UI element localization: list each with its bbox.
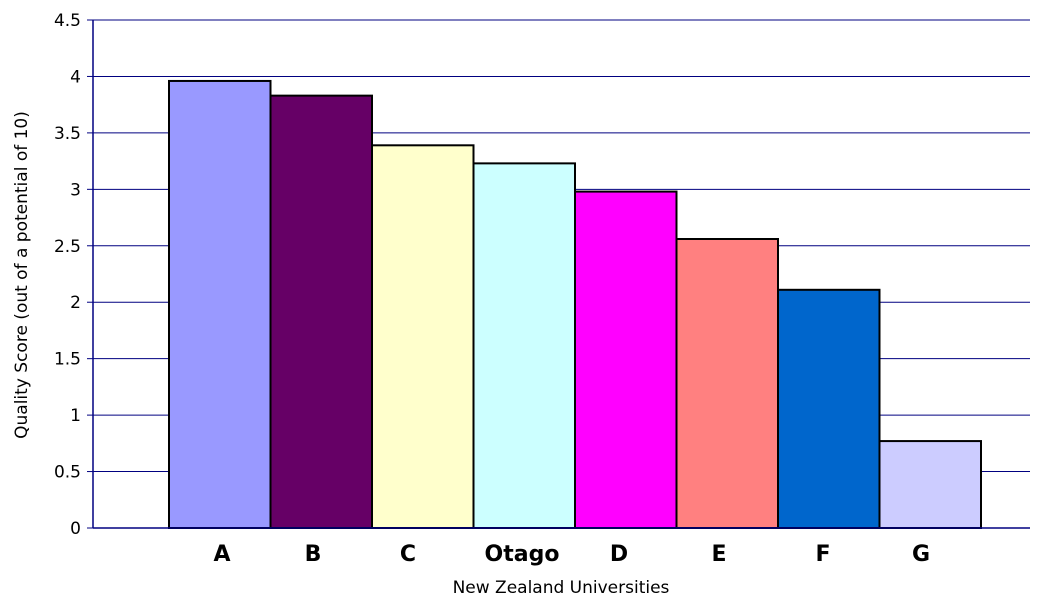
- x-tick-label: D: [610, 542, 628, 567]
- bar-otago: [472, 162, 576, 529]
- bar-f: [777, 288, 881, 529]
- bar-a: [168, 79, 272, 530]
- x-tick-label: F: [815, 542, 830, 567]
- bar-g: [878, 440, 982, 530]
- x-axis-title: New Zealand Universities: [453, 578, 670, 598]
- bar-d: [574, 190, 678, 529]
- bar-e: [675, 238, 779, 529]
- y-tick-label: 2: [70, 293, 81, 313]
- y-tick-label: 0: [70, 519, 81, 539]
- x-tick-label: B: [305, 542, 322, 567]
- x-tick-label: G: [912, 542, 930, 567]
- bar-c: [371, 144, 475, 529]
- y-tick-labels: 0 0.5 1 1.5 2 2.5 3 3.5 4 4.5: [54, 11, 93, 539]
- x-tick-label: C: [400, 542, 416, 567]
- x-tick-labels: A B C Otago D E F G: [213, 542, 930, 567]
- y-tick-label: 3: [70, 180, 81, 200]
- x-tick-label: E: [711, 542, 726, 567]
- y-tick-label: 0.5: [54, 463, 81, 483]
- x-tick-label: A: [213, 542, 230, 567]
- x-tick-label: Otago: [485, 542, 560, 567]
- y-tick-label: 4: [70, 67, 81, 87]
- y-axis-title: Quality Score (out of a potential of 10): [12, 111, 32, 439]
- y-tick-label: 4.5: [54, 11, 81, 31]
- y-tick-label: 1.5: [54, 350, 81, 370]
- y-tick-label: 2.5: [54, 237, 81, 257]
- y-tick-label: 3.5: [54, 124, 81, 144]
- bars: [168, 79, 982, 530]
- bar-b: [269, 94, 373, 529]
- y-tick-label: 1: [70, 406, 81, 426]
